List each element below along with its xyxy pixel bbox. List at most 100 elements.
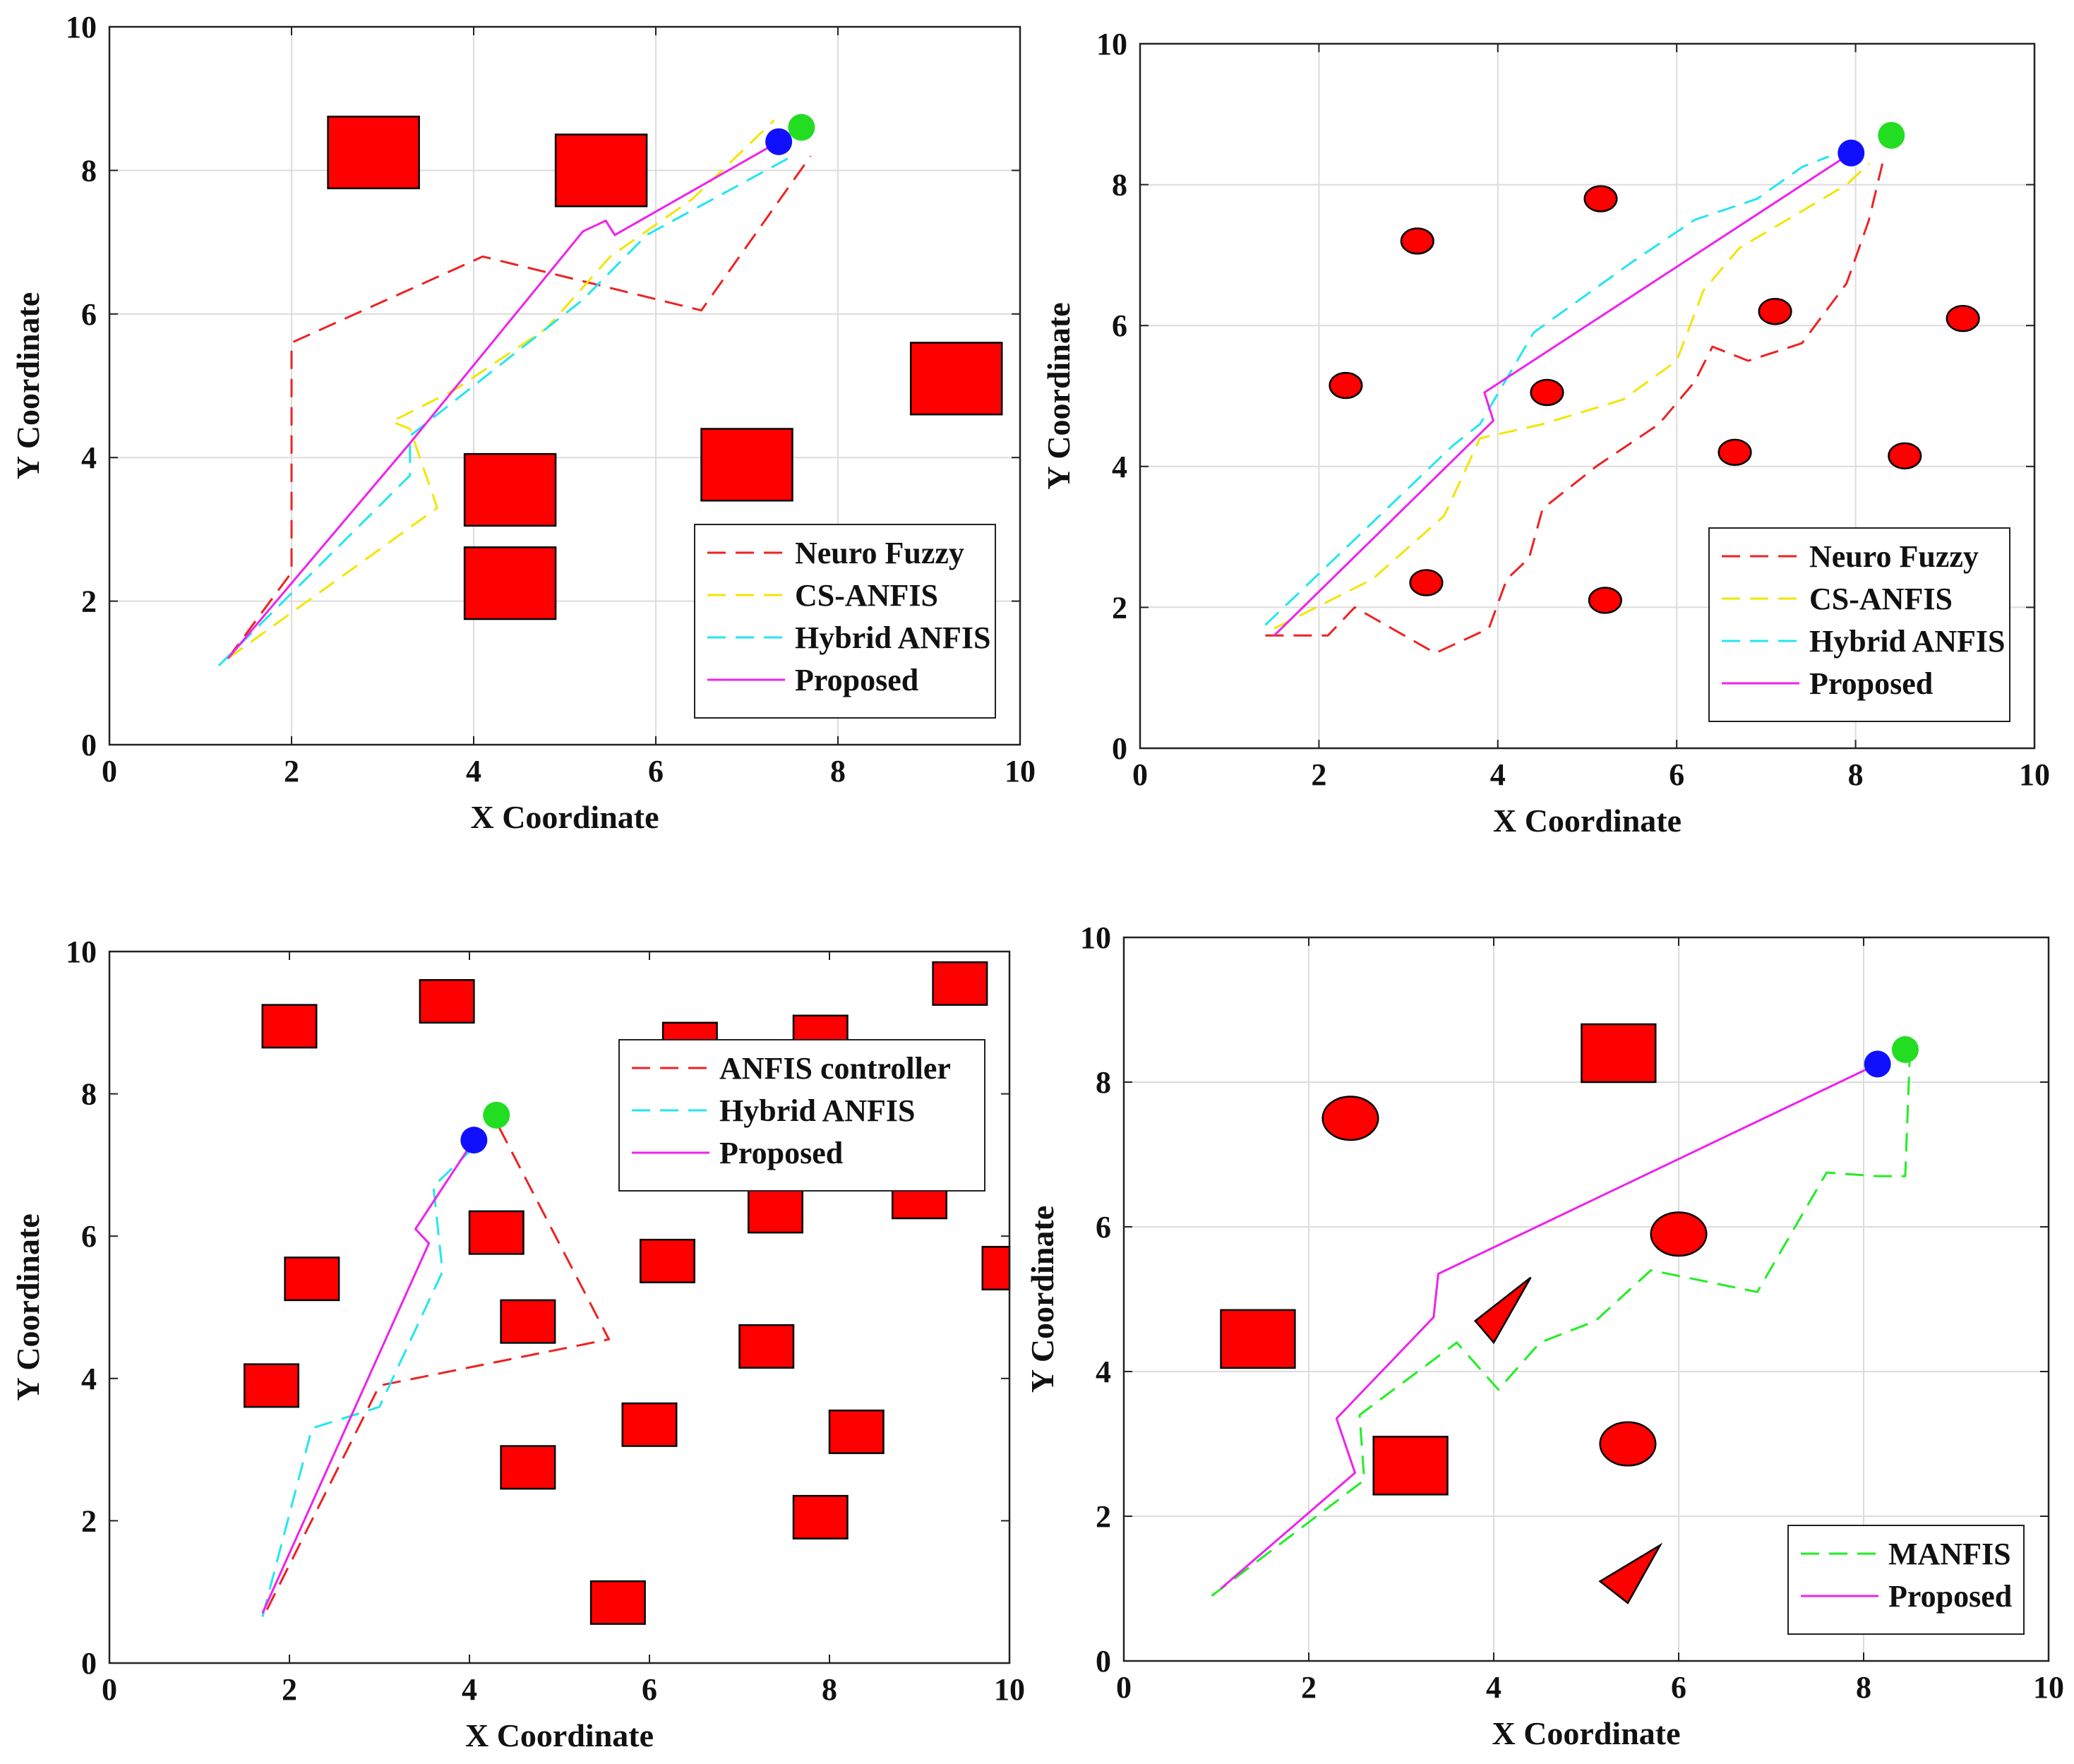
- x-tick-label: 10: [994, 1672, 1025, 1707]
- series-line-hybrid-anfis: [1264, 155, 1830, 626]
- axes-frame: [1139, 42, 2036, 750]
- obstacle-rect: [463, 546, 557, 620]
- x-tick-label: 8: [822, 1672, 837, 1707]
- y-tick-label: 8: [1096, 1065, 1111, 1100]
- start-point-marker: [483, 1101, 510, 1129]
- series-line-proposed: [227, 140, 779, 659]
- obstacle-circle: [1583, 185, 1618, 212]
- x-tick-label: 2: [284, 754, 299, 788]
- obstacle-circle: [1409, 569, 1444, 596]
- obstacle-rect: [468, 1210, 525, 1255]
- y-tick-label: 10: [1080, 920, 1111, 955]
- goal-point-marker: [1838, 139, 1865, 167]
- obstacle-circle: [1718, 438, 1752, 467]
- chart-panel-top-right: 0 2 4 6 8 10 0 2 4 6 8 10 X Coordinate Y Coordinate Ne…: [1041, 27, 2050, 839]
- y-tick-label: 8: [1112, 168, 1127, 203]
- chart-panel-bottom-right: 0 2 4 6 8 10 0 2 4 6 8 10 X Coordinate Y Coordinate MA…: [1024, 920, 2064, 1751]
- x-tick-label: 0: [1132, 757, 1148, 792]
- start-point-marker: [1891, 1036, 1919, 1063]
- obstacle-rect: [284, 1256, 340, 1302]
- legend-entry-label: Proposed: [795, 663, 918, 697]
- x-tick-label: 10: [2033, 1670, 2064, 1705]
- y-tick-label: 6: [1096, 1210, 1111, 1244]
- y-tick-label: 0: [81, 728, 97, 762]
- x-tick-label: 0: [102, 754, 117, 788]
- y-tick-label: 0: [1096, 1644, 1111, 1679]
- obstacle-rect: [1372, 1436, 1449, 1496]
- goal-point-marker: [460, 1127, 488, 1154]
- axes-frame: [1122, 936, 2050, 1662]
- series-line-cs-anfis: [227, 119, 775, 660]
- y-tick-label: 6: [81, 1219, 97, 1254]
- obstacle-triangle: [1598, 1542, 1663, 1604]
- x-tick-label: 10: [2019, 757, 2050, 792]
- obstacle-rect: [327, 115, 420, 190]
- legend: Neuro Fuzzy CS-ANFIS Hybrid ANFIS Proposed: [1708, 527, 2010, 722]
- start-point-marker: [788, 114, 815, 141]
- series-line-proposed: [261, 1139, 475, 1614]
- obstacle-circle: [1588, 587, 1622, 614]
- obstacle-rect: [828, 1409, 885, 1454]
- goal-point-marker: [765, 128, 793, 155]
- series-line-cs-anfis: [1273, 162, 1870, 630]
- x-axis-label: X Coordinate: [1493, 803, 1682, 839]
- legend-entry-label: Neuro Fuzzy: [795, 536, 964, 570]
- obstacle-rect: [244, 1363, 299, 1408]
- x-tick-label: 2: [282, 1672, 297, 1707]
- x-axis-label: X Coordinate: [470, 799, 659, 835]
- y-axis-label: Y Coordinate: [1041, 302, 1077, 489]
- y-tick-label: 8: [81, 1077, 97, 1112]
- obstacle-circle: [1888, 442, 1922, 470]
- x-tick-label: 0: [102, 1672, 117, 1707]
- legend-entry-label: Neuro Fuzzy: [1809, 539, 1979, 574]
- obstacle-rect: [589, 1580, 646, 1625]
- series-line-manfis: [1211, 1052, 1911, 1597]
- series-line-neuro-fuzzy: [1265, 163, 1884, 654]
- y-tick-label: 2: [1112, 590, 1127, 625]
- obstacle-rect: [640, 1238, 695, 1283]
- axes-frame: [108, 950, 1011, 1664]
- obstacle-rect: [909, 342, 1003, 416]
- chart-panel-bottom-left: 0 2 4 6 8 10 0 2 4 6 8 10 X Coordinate Y Coordinate AN…: [10, 935, 1025, 1753]
- obstacle-rect: [463, 452, 557, 527]
- y-tick-label: 0: [81, 1646, 97, 1681]
- y-tick-label: 10: [66, 10, 97, 44]
- y-tick-label: 6: [81, 297, 97, 332]
- y-tick-label: 10: [1096, 27, 1127, 61]
- y-axis-label: Y Coordinate: [10, 292, 46, 479]
- obstacle-rect: [981, 1246, 1011, 1291]
- obstacle-rect: [700, 428, 793, 502]
- obstacle-rect: [500, 1445, 556, 1490]
- y-tick-label: 4: [1096, 1355, 1111, 1389]
- y-tick-label: 2: [1096, 1499, 1111, 1534]
- obstacle-rect: [1581, 1023, 1657, 1084]
- obstacle-circle: [1329, 371, 1363, 400]
- x-tick-label: 2: [1301, 1670, 1317, 1705]
- legend: ANFIS controller Hybrid ANFIS Proposed: [618, 1039, 985, 1192]
- obstacle-circle: [1650, 1211, 1708, 1257]
- obstacle-circle: [1599, 1421, 1657, 1467]
- legend-entry-label: Hybrid ANFIS: [1809, 624, 2006, 659]
- obstacle-rect: [261, 1004, 318, 1049]
- series-line-hybrid-anfis: [217, 155, 793, 667]
- obstacle-circle: [1321, 1096, 1379, 1141]
- x-tick-label: 6: [648, 754, 664, 788]
- x-tick-label: 6: [1669, 757, 1684, 792]
- legend-entry-label: Proposed: [1888, 1579, 2012, 1614]
- legend-box: [618, 1039, 985, 1192]
- x-tick-label: 4: [462, 1672, 477, 1707]
- legend-entry-label: Proposed: [1809, 666, 1933, 701]
- legend-entry-label: Hybrid ANFIS: [719, 1093, 916, 1128]
- obstacle-circle: [1758, 298, 1792, 325]
- legend-box: [694, 524, 996, 719]
- axes-frame: [108, 25, 1021, 746]
- legend-entry-label: CS-ANFIS: [795, 578, 938, 613]
- y-tick-label: 2: [81, 584, 97, 619]
- series-line-hybrid-anfis: [261, 1146, 475, 1617]
- legend-box: [1708, 527, 2010, 722]
- obstacle-rect: [1220, 1309, 1296, 1369]
- x-tick-label: 2: [1311, 757, 1326, 792]
- x-tick-label: 4: [1486, 1670, 1501, 1705]
- y-tick-label: 4: [1112, 450, 1127, 484]
- obstacle-rect: [554, 133, 648, 208]
